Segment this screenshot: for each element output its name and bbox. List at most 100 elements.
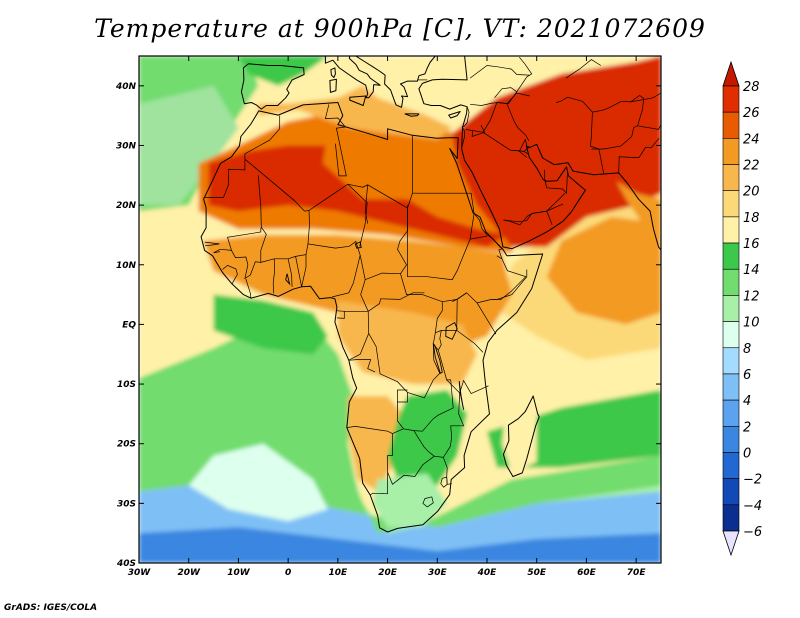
border-line bbox=[301, 254, 307, 287]
colorbar-swatch bbox=[722, 347, 740, 375]
region-gulf-of-guinea-green bbox=[213, 294, 328, 355]
border-line bbox=[203, 159, 246, 198]
border-line bbox=[244, 115, 281, 160]
lat-tick-label: 30N bbox=[116, 141, 137, 151]
colorbar-label: 10 bbox=[743, 316, 760, 331]
lon-tick-label: 60E bbox=[577, 568, 597, 578]
colorbar-label: −2 bbox=[743, 473, 762, 488]
region-europe-green bbox=[238, 56, 328, 86]
lat-tick-label: 10S bbox=[117, 380, 136, 390]
coast-corsica bbox=[330, 67, 336, 78]
border-line bbox=[397, 389, 408, 402]
colorbar-swatch bbox=[722, 190, 740, 218]
lat-tick-label: 10N bbox=[116, 261, 137, 271]
border-line bbox=[518, 138, 528, 158]
lon-tick-label: 20E bbox=[378, 568, 398, 578]
lon-tick-label: 10E bbox=[329, 568, 349, 578]
coast-madagascar bbox=[502, 395, 540, 477]
border-line bbox=[510, 149, 529, 155]
region-southern-ocean-south bbox=[139, 527, 661, 563]
axis-ticks: 30W 20W 10W 0 10E 20E 30E 40E 50E 60E 70E 40N 30N 20N… bbox=[115, 56, 661, 578]
lake-volta bbox=[285, 273, 291, 286]
border-line bbox=[433, 330, 442, 351]
colorbar-label: 6 bbox=[743, 368, 751, 383]
border-line bbox=[494, 87, 518, 99]
border-line bbox=[618, 138, 660, 173]
border-line bbox=[346, 426, 393, 434]
lon-tick-label: 70E bbox=[627, 568, 647, 578]
border-line bbox=[544, 171, 568, 195]
border-line bbox=[496, 56, 533, 105]
colorbar-swatch bbox=[722, 216, 740, 244]
country-borders bbox=[203, 56, 661, 508]
colorbar-swatch bbox=[722, 85, 740, 113]
border-line bbox=[469, 65, 530, 79]
coast-sri-lanka bbox=[685, 266, 695, 289]
grads-credit: GrADS: IGES/COLA bbox=[4, 603, 98, 613]
map-title: Temperature at 900hPa [C], VT: 202107260… bbox=[94, 14, 706, 43]
colorbar-over-arrow bbox=[722, 60, 740, 87]
border-line bbox=[506, 92, 530, 104]
colorbar-label: 0 bbox=[743, 446, 751, 461]
border-line bbox=[435, 299, 458, 334]
colorbar-label: 12 bbox=[743, 289, 760, 304]
coast-arabia bbox=[418, 56, 661, 251]
border-line bbox=[245, 278, 252, 299]
border-line bbox=[630, 92, 661, 103]
colorbar-label: 18 bbox=[743, 211, 760, 226]
colorbar-swatch bbox=[722, 268, 740, 296]
coast-sardinia bbox=[329, 78, 337, 93]
border-line bbox=[437, 350, 489, 395]
coast-africa bbox=[200, 102, 544, 533]
border-line bbox=[440, 476, 448, 488]
colorbar-label: 24 bbox=[743, 132, 760, 147]
colorbar-label: 14 bbox=[743, 263, 760, 278]
border-line bbox=[324, 104, 347, 177]
border-line bbox=[369, 472, 388, 496]
border-line bbox=[231, 250, 261, 280]
border-line bbox=[413, 392, 465, 458]
colorbar-swatch bbox=[722, 425, 740, 453]
border-line bbox=[287, 258, 293, 287]
region-iran-hot bbox=[511, 73, 661, 164]
lat-tick-label: 30S bbox=[117, 499, 136, 509]
border-line bbox=[461, 126, 465, 149]
border-line bbox=[335, 310, 368, 312]
lon-tick-label: 30W bbox=[128, 568, 152, 578]
border-line bbox=[257, 175, 262, 228]
border-line bbox=[213, 248, 221, 254]
colorbar-swatch bbox=[722, 138, 740, 165]
border-line bbox=[295, 256, 302, 287]
border-line bbox=[387, 428, 435, 485]
region-sahara-27 bbox=[208, 145, 507, 247]
border-line bbox=[336, 311, 345, 319]
border-line bbox=[503, 203, 564, 226]
border-line bbox=[348, 311, 370, 361]
border-line bbox=[204, 241, 220, 247]
colorbar-label: 8 bbox=[743, 342, 751, 357]
border-line bbox=[590, 112, 605, 175]
colorbar-label: −6 bbox=[743, 525, 762, 540]
lon-tick-label: 40E bbox=[477, 568, 498, 578]
border-line bbox=[456, 330, 484, 353]
lake-victoria bbox=[445, 321, 458, 340]
border-line bbox=[637, 124, 661, 130]
border-line bbox=[412, 135, 475, 214]
colorbar-swatch bbox=[722, 452, 740, 479]
lon-tick-label: 50E bbox=[527, 568, 547, 578]
colorbar-swatch bbox=[722, 321, 740, 349]
lat-tick-label: 40S bbox=[116, 559, 136, 569]
colorbar-label: 28 bbox=[743, 80, 760, 95]
coast-balkans bbox=[355, 56, 436, 108]
colorbar-label: 4 bbox=[743, 394, 751, 409]
border-line bbox=[244, 158, 310, 225]
lakes bbox=[285, 241, 465, 410]
border-line bbox=[360, 279, 425, 312]
region-kalahari-warm bbox=[347, 396, 408, 492]
coastlines bbox=[200, 56, 695, 533]
coast-sicily bbox=[349, 95, 367, 106]
border-line bbox=[471, 125, 485, 138]
region-highveld-light bbox=[372, 473, 448, 528]
colorbar-swatch bbox=[722, 399, 740, 427]
